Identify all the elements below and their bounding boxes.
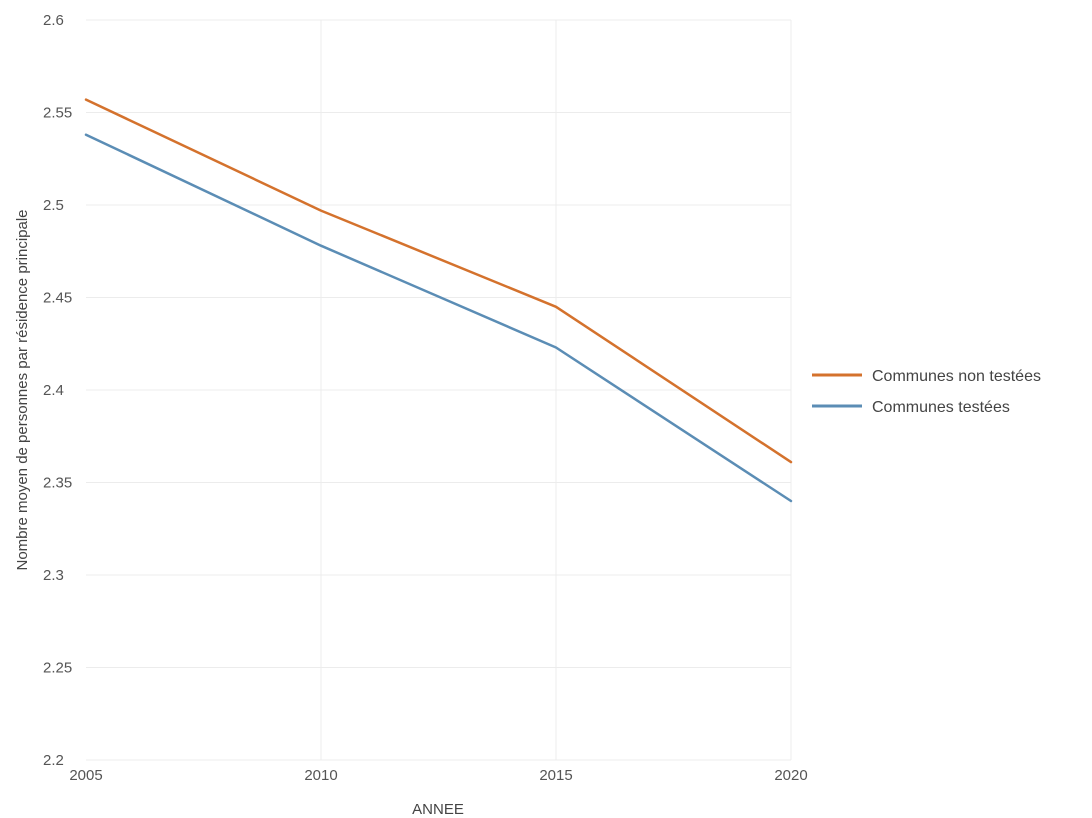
series-lines xyxy=(86,100,791,501)
legend-label-1: Communes testées xyxy=(872,399,1010,416)
y-axis-title: Nombre moyen de personnes par résidence … xyxy=(14,209,31,570)
y-gridlines xyxy=(86,20,791,760)
y-tick-labels: 2.2 2.25 2.3 2.35 2.4 2.45 2.5 2.55 2.6 xyxy=(43,12,72,769)
y-tick-label-5: 2.45 xyxy=(43,290,72,307)
y-tick-label-2: 2.3 xyxy=(43,567,64,584)
legend-item-1[interactable]: Communes testées xyxy=(812,399,1010,416)
legend-label-0: Communes non testées xyxy=(872,368,1041,385)
x-axis-title: ANNEE xyxy=(412,801,464,818)
series-line-0[interactable] xyxy=(86,100,791,463)
x-tick-label-1: 2010 xyxy=(304,767,337,784)
series-line-1[interactable] xyxy=(86,135,791,501)
legend: Communes non testées Communes testées xyxy=(812,368,1041,416)
x-tick-label-3: 2020 xyxy=(774,767,807,784)
y-tick-label-1: 2.25 xyxy=(43,660,72,677)
y-tick-label-6: 2.5 xyxy=(43,197,64,214)
y-tick-label-7: 2.55 xyxy=(43,105,72,122)
y-tick-label-8: 2.6 xyxy=(43,12,64,29)
y-tick-label-0: 2.2 xyxy=(43,752,64,769)
legend-item-0[interactable]: Communes non testées xyxy=(812,368,1041,385)
y-tick-label-3: 2.35 xyxy=(43,475,72,492)
x-tick-labels: 2005 2010 2015 2020 xyxy=(69,767,807,784)
x-tick-label-2: 2015 xyxy=(539,767,572,784)
y-tick-label-4: 2.4 xyxy=(43,382,64,399)
x-tick-label-0: 2005 xyxy=(69,767,102,784)
